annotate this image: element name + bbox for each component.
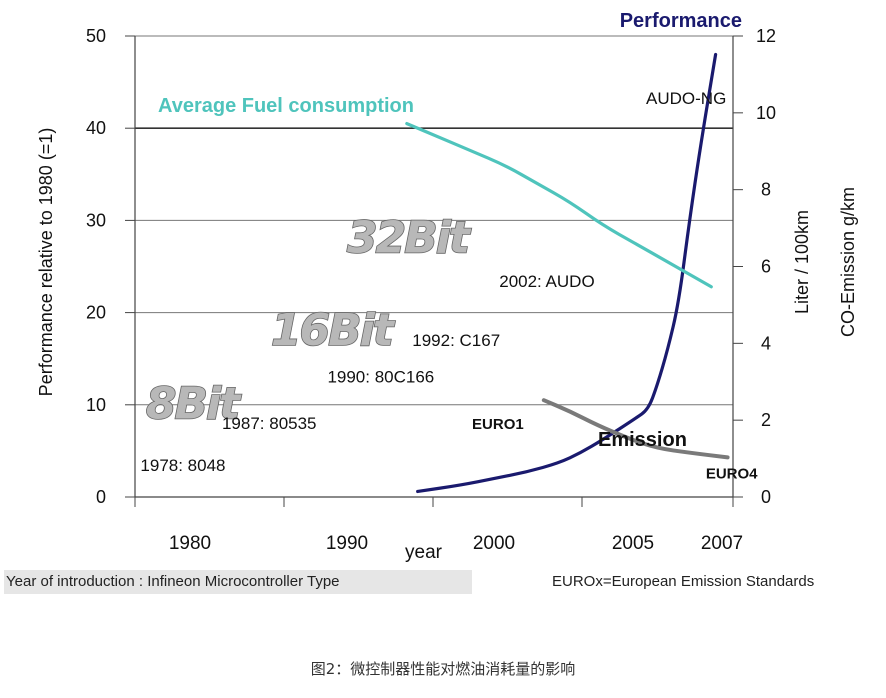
- series-line-performance: [416, 52, 718, 494]
- footer-right-note: EUROx=European Emission Standards: [552, 573, 815, 590]
- right-tick-label: 2: [761, 410, 771, 430]
- x-tick-label: 2005: [612, 533, 654, 554]
- left-tick-label: 30: [86, 210, 106, 230]
- chip-label: 32Bit: [347, 213, 472, 264]
- x-axis-label: year: [405, 542, 443, 563]
- x-tick-label: 1980: [169, 533, 211, 554]
- left-axis-ticks: 0 10 20 30 40 50: [86, 26, 135, 507]
- annotation-label: 1978: 8048: [140, 456, 225, 475]
- annotation-label: 2002: AUDO: [499, 272, 594, 291]
- chip-label: 16Bit: [271, 305, 396, 356]
- series-labels: Performance Average Fuel consumption Emiss…: [158, 10, 742, 451]
- left-tick-label: 50: [86, 26, 106, 46]
- series-label-fuel: Average Fuel consumption: [158, 95, 414, 117]
- right-tick-label: 0: [761, 487, 771, 507]
- right-tick-label: 10: [756, 103, 776, 123]
- left-tick-label: 0: [96, 487, 106, 507]
- right-axis-ticks: 0 2 4 6 8 10 12: [733, 26, 776, 507]
- series-line-average-fuel-consumption: [405, 121, 713, 289]
- annotation-label: EURO1: [472, 416, 524, 433]
- annotation-label: 1992: C167: [412, 331, 500, 350]
- series-label-emission: Emission: [598, 429, 687, 451]
- series-label-performance: Performance: [620, 10, 742, 32]
- chip-label: 8Bit: [146, 379, 242, 430]
- figure-caption: 图2：微控制器性能对燃油消耗量的影响: [310, 660, 576, 678]
- footer-left-note: Year of introduction : Infineon Microcon…: [4, 570, 472, 594]
- y-axis-label-right-2: CO-Emission g/km: [838, 187, 858, 337]
- grid-lines: [135, 35, 733, 406]
- x-tick-label: 2000: [473, 533, 515, 554]
- y-axis-label-right-1: Liter / 100km: [792, 210, 812, 314]
- right-tick-label: 4: [761, 333, 771, 353]
- right-tick-label: 8: [761, 180, 771, 200]
- left-tick-label: 20: [86, 303, 106, 323]
- left-tick-label: 10: [86, 395, 106, 415]
- y-axis-label-left: Performance relative to 1980 (=1): [36, 128, 56, 397]
- annotations: AUDO-NG 2002: AUDO 1992: C167 1990: 80C166 1…: [140, 89, 758, 482]
- right-tick-label: 6: [761, 257, 771, 277]
- annotation-label: 1990: 80C166: [327, 368, 434, 387]
- annotation-label: AUDO-NG: [646, 89, 726, 108]
- left-tick-label: 40: [86, 118, 106, 138]
- series-line-emission: [541, 398, 730, 460]
- chip-labels: 32Bit 16Bit 8Bit: [145, 212, 475, 431]
- x-axis-ticks: 1980 1990 2000 2005 2007: [134, 497, 743, 554]
- annotation-label: EURO4: [706, 466, 758, 483]
- right-tick-label: 12: [756, 26, 776, 46]
- annotation-label: 1987: 80535: [222, 414, 317, 433]
- x-tick-label: 2007: [701, 533, 743, 554]
- x-tick-label: 1990: [326, 533, 368, 554]
- series-lines: [405, 52, 730, 494]
